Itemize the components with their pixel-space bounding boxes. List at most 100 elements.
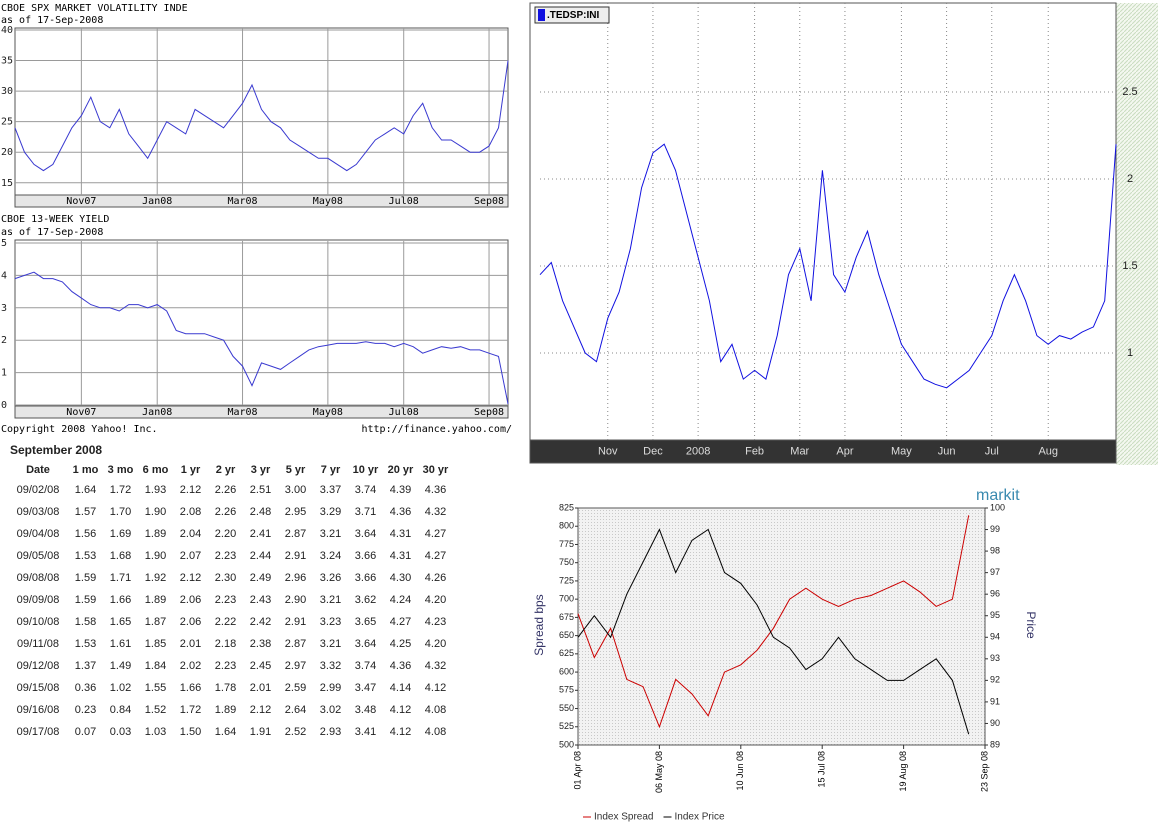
table-cell: 2.22 — [214, 616, 237, 628]
table-cell: 2.97 — [284, 660, 307, 672]
table-cell: 0.84 — [109, 704, 132, 716]
y-tick-label: 650 — [559, 630, 574, 640]
table-cell: 4.30 — [389, 572, 412, 584]
table-cell: 1.89 — [144, 594, 167, 606]
table-cell: 2.38 — [249, 638, 272, 650]
column-header: 2 yr — [215, 464, 236, 476]
table-cell: 3.02 — [319, 704, 342, 716]
table-cell: 3.23 — [319, 616, 342, 628]
table-cell: 0.23 — [74, 704, 97, 716]
y-tick-label: 3 — [1, 303, 7, 314]
table-cell: 4.27 — [424, 550, 447, 562]
table-cell: 4.12 — [389, 726, 412, 738]
table-cell: 0.36 — [74, 682, 97, 694]
y-tick-label: 5 — [1, 238, 7, 249]
table-cell: 1.92 — [144, 572, 167, 584]
table-cell: 2.87 — [284, 528, 307, 540]
table-cell: 3.21 — [319, 528, 342, 540]
chart-title: CBOE 13-WEEK YIELD — [1, 214, 109, 225]
table-cell: 09/10/08 — [16, 616, 60, 628]
column-header: 30 yr — [422, 464, 449, 476]
plot-area — [14, 239, 509, 419]
y-tick-label: 675 — [559, 612, 574, 622]
table-cell: 4.36 — [389, 506, 412, 518]
table-cell: 2.93 — [319, 726, 342, 738]
y-tick-label: 500 — [559, 739, 574, 749]
table-row: 09/05/08 1.53 1.68 1.90 2.07 2.23 2.44 2.91 3.24… — [8, 545, 453, 567]
plot-area — [577, 507, 986, 746]
table-cell: 2.48 — [249, 506, 272, 518]
table-cell: 4.08 — [424, 726, 447, 738]
table-cell: 1.90 — [144, 550, 167, 562]
table-row: 09/10/08 1.58 1.65 1.87 2.06 2.22 2.42 2.91 3.23… — [8, 611, 453, 633]
table-cell: 2.08 — [179, 506, 202, 518]
x-tick-label: Aug — [1038, 445, 1058, 457]
table-cell: 3.37 — [319, 484, 342, 496]
table-cell: 1.50 — [179, 726, 202, 738]
table-row: 09/11/08 1.53 1.61 1.85 2.01 2.18 2.38 2.87 3.21… — [8, 633, 453, 655]
table-cell: 1.57 — [74, 506, 97, 518]
table-cell: 2.64 — [284, 704, 307, 716]
table-row: 09/15/08 0.36 1.02 1.55 1.66 1.78 2.01 2.59 2.99… — [8, 677, 453, 699]
table-cell: 2.87 — [284, 638, 307, 650]
y-tick-label: 40 — [1, 25, 13, 36]
table-cell: 2.30 — [214, 572, 237, 584]
table-cell: 1.64 — [74, 484, 97, 496]
table-cell: 2.06 — [179, 616, 202, 628]
table-cell: 1.56 — [74, 528, 97, 540]
x-tick-label: May08 — [313, 407, 343, 418]
y2-tick-label: 96 — [990, 589, 1000, 599]
y-tick-label: 2 — [1127, 173, 1133, 185]
x-tick-label: Sep08 — [474, 196, 504, 207]
table-cell: 2.43 — [249, 594, 272, 606]
x-tick-label: 23 Sep 08 — [979, 751, 989, 792]
column-header: 7 yr — [320, 464, 341, 476]
y-tick-label: 35 — [1, 56, 13, 67]
x-tick-label: Sep08 — [474, 407, 504, 418]
y-tick-label: 575 — [559, 685, 574, 695]
table-cell: 1.69 — [109, 528, 132, 540]
y2-tick-label: 99 — [990, 524, 1000, 534]
chart-title: CBOE SPX MARKET VOLATILITY INDE — [1, 3, 188, 14]
table-cell: 4.36 — [424, 484, 447, 496]
y2-tick-label: 90 — [990, 718, 1000, 728]
table-cell: 1.68 — [109, 550, 132, 562]
table-cell: 4.08 — [424, 704, 447, 716]
table-cell: 2.23 — [214, 594, 237, 606]
table-row: 09/08/08 1.59 1.71 1.92 2.12 2.30 2.49 2.96 3.26… — [8, 567, 453, 589]
table-cell: 2.23 — [214, 550, 237, 562]
table-cell: 4.12 — [424, 682, 447, 694]
table-cell: 1.72 — [179, 704, 202, 716]
y-tick-label: 600 — [559, 666, 574, 676]
table-cell: 3.41 — [354, 726, 377, 738]
x-tick-label: 06 May 08 — [654, 751, 664, 793]
table-cell: 1.66 — [179, 682, 202, 694]
column-header: 6 mo — [142, 464, 169, 476]
y-tick-label: 25 — [1, 117, 13, 128]
table-cell: 1.84 — [144, 660, 167, 672]
x-tick-label: 10 Jun 08 — [735, 751, 745, 791]
axis-panel — [1116, 3, 1158, 465]
footer-text: http://finance.yahoo.com/ — [361, 424, 512, 435]
x-tick-label: Apr — [836, 445, 853, 457]
table-cell: 4.31 — [389, 528, 412, 540]
y-axis-title: Spread bps — [532, 594, 546, 655]
column-header: 3 yr — [250, 464, 271, 476]
table-cell: 1.55 — [144, 682, 167, 694]
x-tick-label: Jan08 — [142, 196, 172, 207]
table-cell: 09/03/08 — [16, 506, 60, 518]
table-cell: 1.93 — [144, 484, 167, 496]
table-cell: 3.71 — [354, 506, 377, 518]
y2-tick-label: 95 — [990, 610, 1000, 620]
table-row: 09/17/08 0.07 0.03 1.03 1.50 1.64 1.91 2.52 2.93… — [8, 721, 453, 743]
table-cell: 2.01 — [179, 638, 202, 650]
plot-area — [14, 27, 509, 208]
table-cell: 2.02 — [179, 660, 202, 672]
x-tick-label: May08 — [313, 196, 343, 207]
chart-subtitle: as of 17-Sep-2008 — [1, 15, 103, 26]
table-cell: 1.85 — [144, 638, 167, 650]
table-cell: 2.51 — [249, 484, 272, 496]
table-cell: 2.20 — [214, 528, 237, 540]
y2-tick-label: 100 — [990, 502, 1005, 512]
table-cell: 2.26 — [214, 506, 237, 518]
